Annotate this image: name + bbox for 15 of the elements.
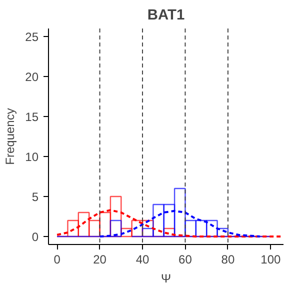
y-tick-label: 10: [25, 150, 39, 164]
x-axis-title: Ψ: [160, 272, 172, 286]
x-tick-label: 20: [93, 252, 107, 266]
y-axis-title: Frequency: [3, 108, 18, 165]
x-tick-label: 100: [260, 252, 282, 266]
x-tick-label: 40: [136, 252, 150, 266]
y-tick-label: 25: [25, 30, 39, 44]
y-tick-label: 15: [25, 110, 39, 124]
x-tick-label: 0: [54, 252, 61, 266]
y-tick-label: 0: [32, 230, 39, 244]
x-tick-label: 80: [221, 252, 235, 266]
chart-title: BAT1: [147, 8, 185, 24]
y-tick-label: 20: [25, 70, 39, 84]
y-tick-label: 5: [32, 190, 39, 204]
x-tick-label: 60: [178, 252, 192, 266]
